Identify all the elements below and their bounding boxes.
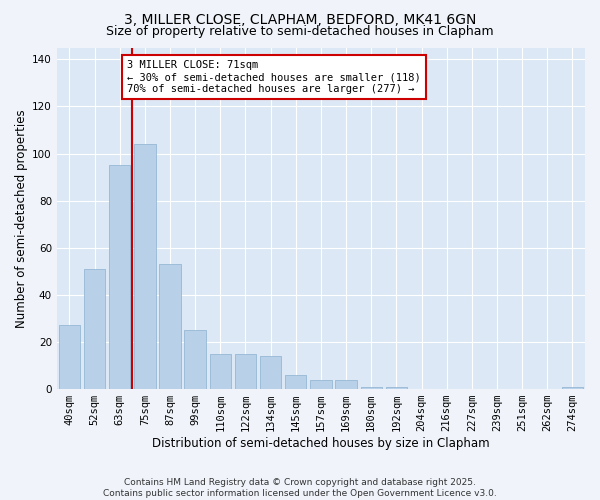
Bar [59,326,80,389]
Text: Contains HM Land Registry data © Crown copyright and database right 2025.
Contai: Contains HM Land Registry data © Crown c… [103,478,497,498]
Bar [260,356,281,389]
Bar [386,386,407,389]
Bar [361,386,382,389]
X-axis label: Distribution of semi-detached houses by size in Clapham: Distribution of semi-detached houses by … [152,437,490,450]
Bar [84,269,105,389]
Bar [184,330,206,389]
Text: 3 MILLER CLOSE: 71sqm
← 30% of semi-detached houses are smaller (118)
70% of sem: 3 MILLER CLOSE: 71sqm ← 30% of semi-deta… [127,60,421,94]
Y-axis label: Number of semi-detached properties: Number of semi-detached properties [15,109,28,328]
Bar [134,144,155,389]
Bar [335,380,357,389]
Bar [235,354,256,389]
Bar [159,264,181,389]
Bar [209,354,231,389]
Bar [310,380,332,389]
Bar [562,386,583,389]
Bar [109,166,130,389]
Text: Size of property relative to semi-detached houses in Clapham: Size of property relative to semi-detach… [106,25,494,38]
Text: 3, MILLER CLOSE, CLAPHAM, BEDFORD, MK41 6GN: 3, MILLER CLOSE, CLAPHAM, BEDFORD, MK41 … [124,12,476,26]
Bar [285,375,307,389]
